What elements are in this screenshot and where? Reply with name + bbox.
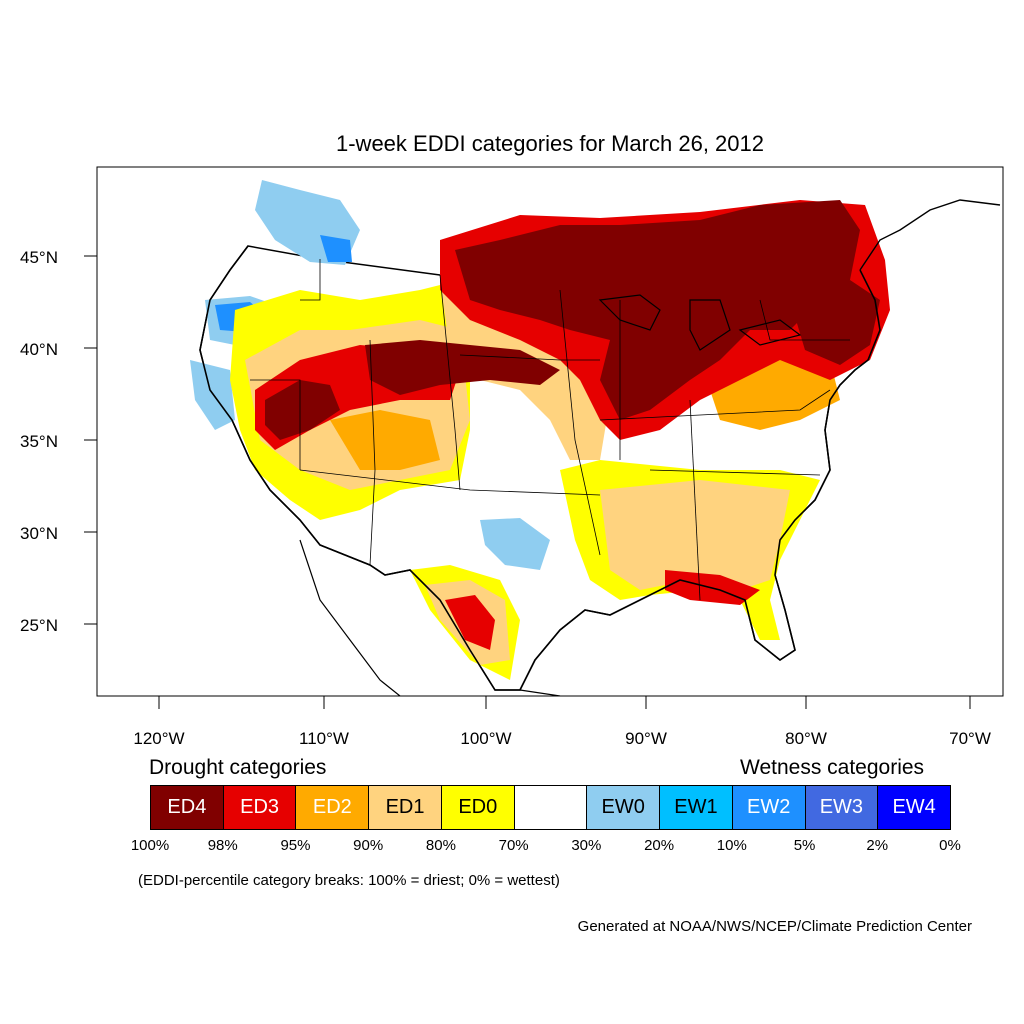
- legend-swatch-ew0: EW0: [586, 785, 661, 830]
- lon-label: 90°W: [625, 729, 667, 748]
- lat-label: 30°N: [20, 524, 58, 543]
- legend-break-label: 5%: [793, 837, 816, 854]
- category-note: (EDDI-percentile category breaks: 100% =…: [138, 872, 560, 889]
- lon-label: 70°W: [949, 729, 991, 748]
- legend-break-label: 70%: [498, 837, 529, 854]
- ed4-region-northeast: [790, 280, 880, 365]
- ed3-region-texas: [445, 595, 495, 650]
- map-content: [190, 180, 1001, 696]
- lat-label: 35°N: [20, 432, 58, 451]
- lat-label: 45°N: [20, 248, 58, 267]
- canada-coast: [859, 199, 1001, 271]
- lon-axis: 120°W 110°W 100°W 90°W 80°W 70°W: [133, 696, 991, 748]
- legend-break-label: 80%: [425, 837, 456, 854]
- wet-region-california: [190, 360, 235, 430]
- wet-region-texas: [480, 518, 550, 570]
- wet-region-nw-deep: [320, 235, 352, 262]
- legend-swatch-ew4: EW4: [877, 785, 951, 830]
- ed1-region-southeast: [600, 480, 790, 590]
- lat-axis: 45°N 40°N 35°N 30°N 25°N: [20, 248, 97, 635]
- lon-label: 120°W: [133, 729, 184, 748]
- legend-swatch-ew3: EW3: [804, 785, 879, 830]
- legend-break-label: 20%: [644, 837, 675, 854]
- legend-break-label: 0%: [939, 837, 961, 854]
- legend-break-label: 98%: [207, 837, 238, 854]
- coastline: [199, 245, 881, 691]
- legend-swatch-ed3: ED3: [222, 785, 297, 830]
- legend-swatch-ew1: EW1: [659, 785, 733, 830]
- ed4-region-north: [455, 200, 860, 420]
- legend-break-label: 10%: [716, 837, 747, 854]
- ed2-region-west: [330, 410, 440, 470]
- legend-break-label: 30%: [571, 837, 602, 854]
- lon-label: 110°W: [299, 729, 349, 748]
- eddi-map: 45°N 40°N 35°N 30°N 25°N 120°W 110°W 100…: [20, 166, 1004, 748]
- lat-label: 25°N: [20, 616, 58, 635]
- wetness-heading: Wetness categories: [740, 756, 925, 779]
- drought-heading: Drought categories: [149, 756, 327, 779]
- ed4-region-plains: [365, 340, 560, 395]
- lon-label: 80°W: [785, 729, 827, 748]
- state-boundaries: [250, 259, 850, 601]
- lon-label: 100°W: [460, 729, 511, 748]
- legend-break-label: 100%: [130, 837, 170, 854]
- legend-break-label: 2%: [866, 837, 889, 854]
- map-title: 1-week EDDI categories for March 26, 201…: [336, 131, 764, 156]
- lat-label: 40°N: [20, 340, 58, 359]
- legend-break-label: 95%: [280, 837, 311, 854]
- great-lakes-outline: [598, 294, 802, 351]
- legend-swatch-neutral: [513, 785, 588, 830]
- legend-break-label: 90%: [353, 837, 384, 854]
- ed4-region-great-basin: [265, 380, 340, 440]
- legend-swatch-ed4: ED4: [150, 785, 224, 830]
- mexico-coast: [299, 539, 561, 696]
- legend-swatch-ed2: ED2: [295, 785, 370, 830]
- map-frame: [96, 166, 1004, 697]
- legend-swatch-ew2: EW2: [731, 785, 806, 830]
- legend-swatch-ed1: ED1: [368, 785, 442, 830]
- credit-line: Generated at NOAA/NWS/NCEP/Climate Predi…: [577, 918, 972, 935]
- legend-swatch-ed0: ED0: [440, 785, 515, 830]
